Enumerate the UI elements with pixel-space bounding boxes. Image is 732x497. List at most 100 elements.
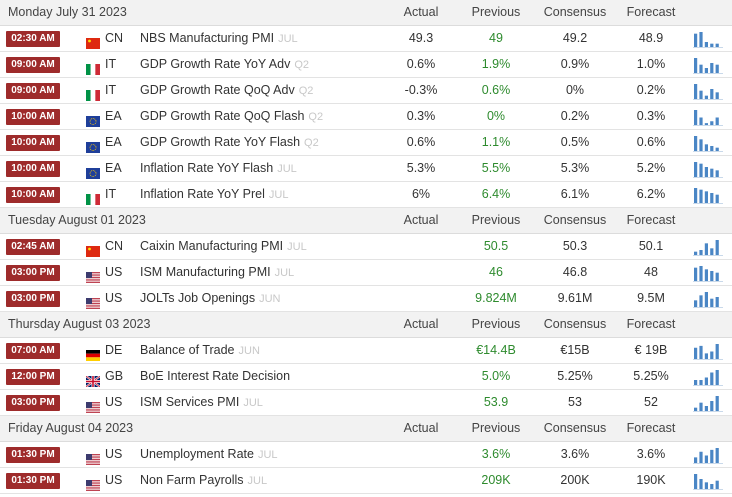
sparkline-bar [694, 380, 698, 385]
country-code: CN [105, 239, 124, 253]
event-row[interactable]: 10:00 AM EA Inflation Rate YoY Flash JUL 5.3… [0, 156, 732, 182]
event-name-link[interactable]: JOLTs Job Openings JUN [140, 286, 281, 311]
country-code: US [105, 395, 123, 409]
event-name-link[interactable]: ISM Manufacturing PMI JUL [140, 260, 294, 285]
sparkline-bar [694, 188, 698, 203]
sparkline-chart[interactable] [693, 368, 723, 386]
event-name-link[interactable]: GDP Growth Rate YoY Flash Q2 [140, 130, 319, 155]
event-name[interactable]: Inflation Rate YoY Prel [140, 187, 265, 201]
ea-flag-icon [86, 163, 100, 179]
sparkline-chart[interactable] [693, 134, 723, 152]
event-row[interactable]: 12:00 PM GB BoE Interest Rate Decision 5.0%… [0, 364, 732, 390]
event-row[interactable]: 02:30 AM CN NBS Manufacturing PMI JUL 49.3 49… [0, 26, 732, 52]
consensus-value: 53 [568, 395, 582, 409]
event-row[interactable]: 09:00 AM IT GDP Growth Rate YoY Adv Q2 0.6% 1… [0, 52, 732, 78]
consensus-value: €15B [560, 343, 590, 357]
consensus-value: 5.25% [557, 369, 593, 383]
event-name-link[interactable]: Inflation Rate YoY Flash JUL [140, 156, 297, 181]
event-row[interactable]: 01:30 PM US Unemployment Rate JUL 3.6% 3.6% 3.… [0, 442, 732, 468]
sparkline-bar [704, 243, 708, 255]
sparkline-chart[interactable] [693, 108, 723, 126]
sparkline-chart[interactable] [693, 56, 723, 74]
sparkline-bar [715, 396, 719, 411]
event-name-link[interactable]: BoE Interest Rate Decision [140, 364, 290, 389]
event-row[interactable]: 10:00 AM EA GDP Growth Rate YoY Flash Q2 0.6… [0, 130, 732, 156]
reference-period: JUL [278, 33, 298, 45]
forecast-value: 190K [636, 473, 666, 487]
sparkline-chart[interactable] [693, 160, 723, 178]
event-name[interactable]: GDP Growth Rate QoQ Adv [140, 83, 295, 97]
forecast-value: 0.2% [636, 83, 666, 97]
event-row[interactable]: 02:45 AM CN Caixin Manufacturing PMI JUL 50.… [0, 234, 732, 260]
sparkline-bar [710, 146, 714, 151]
event-row[interactable]: 10:00 AM IT Inflation Rate YoY Prel JUL 6% 6.… [0, 182, 732, 208]
event-name-link[interactable]: Non Farm Payrolls JUL [140, 468, 267, 493]
event-name[interactable]: NBS Manufacturing PMI [140, 31, 275, 45]
column-header-consensus: Consensus [543, 5, 607, 19]
event-row[interactable]: 03:00 PM US JOLTs Job Openings JUN 9.824M 9.6… [0, 286, 732, 312]
sparkline-chart[interactable] [693, 82, 723, 100]
event-name[interactable]: ISM Manufacturing PMI [140, 265, 271, 279]
event-name[interactable]: Balance of Trade [140, 343, 235, 357]
sparkline-bar [699, 189, 703, 203]
sparkline-chart[interactable] [693, 472, 723, 490]
event-name[interactable]: GDP Growth Rate YoY Flash [140, 135, 301, 149]
consensus-value: 9.61M [557, 291, 593, 305]
sparkline-bar [694, 267, 698, 281]
event-name[interactable]: Inflation Rate YoY Flash [140, 161, 274, 175]
event-name[interactable]: Unemployment Rate [140, 447, 254, 461]
sparkline-bar [704, 95, 708, 99]
sparkline-bar [694, 300, 698, 307]
sparkline-bar [704, 167, 708, 177]
previous-value: €14.4B [476, 343, 516, 357]
event-name[interactable]: Caixin Manufacturing PMI [140, 239, 284, 253]
event-name-link[interactable]: GDP Growth Rate QoQ Adv Q2 [140, 78, 313, 103]
event-name[interactable]: Non Farm Payrolls [140, 473, 244, 487]
event-row[interactable]: 03:00 PM US ISM Manufacturing PMI JUL 46 46.8… [0, 260, 732, 286]
country-code: IT [105, 57, 117, 71]
event-row[interactable]: 10:00 AM EA GDP Growth Rate QoQ Flash Q2 0.3… [0, 104, 732, 130]
sparkline-bar [710, 193, 714, 203]
sparkline-chart[interactable] [693, 446, 723, 464]
de-flag-icon [86, 345, 100, 361]
reference-period: JUN [238, 345, 260, 357]
sparkline-bar [715, 64, 719, 73]
event-name-link[interactable]: Inflation Rate YoY Prel JUL [140, 182, 288, 207]
consensus-value: 0.5% [560, 135, 590, 149]
sparkline-bar [704, 68, 708, 73]
event-name[interactable]: GDP Growth Rate YoY Adv [140, 57, 291, 71]
sparkline-bar [704, 482, 708, 489]
consensus-value: 46.8 [562, 265, 588, 279]
event-name-link[interactable]: Balance of Trade JUN [140, 338, 260, 363]
event-name-link[interactable]: GDP Growth Rate QoQ Flash Q2 [140, 104, 323, 129]
sparkline-chart[interactable] [693, 342, 723, 360]
event-name[interactable]: JOLTs Job Openings [140, 291, 256, 305]
event-name-link[interactable]: Unemployment Rate JUL [140, 442, 278, 467]
event-name-link[interactable]: Caixin Manufacturing PMI JUL [140, 234, 307, 259]
sparkline-bar [710, 484, 714, 489]
sparkline-chart[interactable] [693, 186, 723, 204]
sparkline-chart[interactable] [693, 30, 723, 48]
country-code: US [105, 265, 123, 279]
event-name-link[interactable]: GDP Growth Rate YoY Adv Q2 [140, 52, 309, 77]
event-row[interactable]: 07:00 AM DE Balance of Trade JUN €14.4B €15B €… [0, 338, 732, 364]
date-header: Tuesday August 01 2023 [8, 213, 146, 227]
event-name[interactable]: ISM Services PMI [140, 395, 240, 409]
sparkline-chart[interactable] [693, 264, 723, 282]
time-badge: 02:45 AM [6, 239, 60, 255]
event-row[interactable]: 01:30 PM US Non Farm Payrolls JUL 209K 200K 19… [0, 468, 732, 494]
event-row[interactable]: 09:00 AM IT GDP Growth Rate QoQ Adv Q2 -0.3%… [0, 78, 732, 104]
event-name[interactable]: GDP Growth Rate QoQ Flash [140, 109, 305, 123]
event-name-link[interactable]: NBS Manufacturing PMI JUL [140, 26, 298, 51]
sparkline-chart[interactable] [693, 238, 723, 256]
event-name[interactable]: BoE Interest Rate Decision [140, 369, 291, 383]
sparkline-bar [699, 32, 703, 47]
sparkline-chart[interactable] [693, 394, 723, 412]
event-name-link[interactable]: ISM Services PMI JUL [140, 390, 263, 415]
forecast-value: 9.5M [637, 291, 665, 305]
event-row[interactable]: 03:00 PM US ISM Services PMI JUL 53.9 53 52 [0, 390, 732, 416]
sparkline-chart[interactable] [693, 290, 723, 308]
actual-value [383, 260, 459, 285]
actual-value: -0.3% [404, 83, 438, 97]
